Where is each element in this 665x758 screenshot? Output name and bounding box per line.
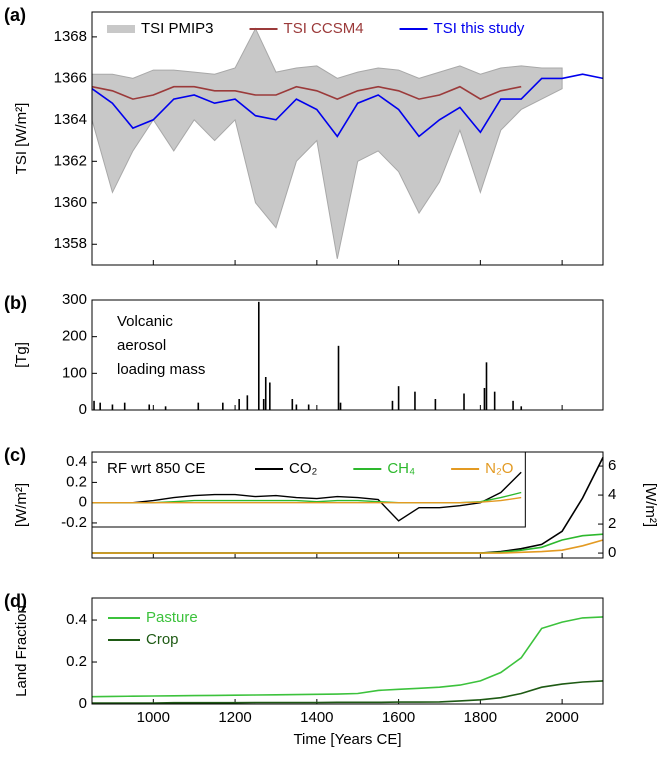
- bar: [483, 388, 486, 410]
- bar: [337, 345, 340, 410]
- panel-label: (a): [4, 5, 26, 25]
- legend-label: CO₂: [289, 460, 318, 477]
- bar: [99, 402, 101, 410]
- y-tick-label: 0.4: [66, 611, 87, 628]
- legend-label: CH₄: [387, 460, 415, 477]
- bar: [520, 406, 523, 410]
- inset-line: [92, 471, 522, 522]
- x-tick-label: 1200: [218, 709, 251, 726]
- annotation: aerosol: [117, 337, 166, 354]
- bar: [269, 382, 271, 410]
- x-tick-label: 1000: [137, 709, 170, 726]
- y-tick-label: 4: [608, 486, 616, 503]
- y-tick-label: 1360: [54, 194, 87, 211]
- y-tick-label: 1364: [54, 111, 87, 128]
- bar: [291, 399, 294, 410]
- plot-frame: [91, 597, 604, 705]
- bar: [164, 406, 167, 410]
- series-line: [91, 73, 604, 138]
- y-tick-label: 300: [62, 291, 87, 308]
- bar: [123, 402, 126, 410]
- bar: [391, 400, 394, 410]
- bar: [463, 393, 465, 410]
- series-line: [92, 533, 604, 554]
- bar: [148, 404, 151, 410]
- x-tick-label: 1400: [300, 709, 333, 726]
- legend-title: RF wrt 850 CE: [107, 460, 205, 477]
- panel-label: (d): [4, 591, 27, 611]
- inset-box: [91, 451, 526, 528]
- bar: [262, 399, 265, 410]
- bar: [512, 400, 514, 410]
- legend-label: TSI this study: [434, 20, 525, 37]
- bar: [246, 395, 249, 410]
- y-axis-label: [W/m²]: [13, 483, 30, 527]
- legend-label: N₂O: [485, 460, 513, 477]
- bar: [257, 301, 260, 410]
- bar: [397, 386, 400, 410]
- bar: [238, 399, 240, 410]
- y-tick-label: 0: [608, 544, 616, 561]
- y-axis-label: Land Fraction: [13, 605, 30, 697]
- panel-label: (c): [4, 445, 26, 465]
- y-axis-label: TSI [W/m²]: [13, 103, 30, 175]
- y-tick-label: -0.2: [61, 514, 87, 531]
- bar: [295, 404, 298, 410]
- bar: [197, 402, 200, 410]
- y-tick-label: 200: [62, 328, 87, 345]
- y-tick-label: 0.4: [66, 453, 87, 470]
- y-tick-label: 6: [608, 457, 616, 474]
- series-line: [91, 616, 604, 698]
- y-tick-label: 1358: [54, 235, 87, 252]
- bar: [222, 402, 224, 410]
- bar: [485, 362, 488, 410]
- legend-label: TSI PMIP3: [141, 20, 214, 37]
- bar: [339, 402, 342, 410]
- series-line: [91, 85, 522, 100]
- y-tick-label: 2: [608, 515, 616, 532]
- x-tick-label: 2000: [545, 709, 578, 726]
- y-axis-label: [Tg]: [13, 342, 30, 368]
- bar: [307, 404, 310, 410]
- inset-line: [92, 496, 522, 504]
- y-tick-label: 1368: [54, 28, 87, 45]
- plot-frame: [91, 451, 604, 559]
- legend-label: Pasture: [146, 609, 198, 626]
- bar: [111, 404, 114, 410]
- panel-label: (b): [4, 293, 27, 313]
- y-tick-label: 1366: [54, 69, 87, 86]
- y-tick-label: 0: [79, 695, 87, 712]
- y-tick-label: 1362: [54, 152, 87, 169]
- x-axis-label: Time [Years CE]: [293, 731, 401, 748]
- x-tick-label: 1600: [382, 709, 415, 726]
- legend-label: TSI CCSM4: [284, 20, 364, 37]
- bar: [93, 400, 95, 410]
- y-tick-label: 0: [79, 401, 87, 418]
- annotation: loading mass: [117, 361, 205, 378]
- plot-frame: [91, 11, 604, 266]
- y-tick-label: 0.2: [66, 473, 87, 490]
- y-tick-label: 100: [62, 364, 87, 381]
- bar: [434, 399, 437, 410]
- y-tick-label: 0.2: [66, 653, 87, 670]
- y2-axis-label: [W/m²]: [642, 483, 659, 527]
- band: [91, 27, 563, 259]
- x-tick-label: 1800: [464, 709, 497, 726]
- legend-label: Crop: [146, 631, 179, 648]
- annotation: Volcanic: [117, 313, 173, 330]
- series-line: [92, 539, 604, 554]
- y-tick-label: 0: [79, 494, 87, 511]
- bar: [264, 377, 267, 410]
- plot-frame: [91, 299, 604, 411]
- bar: [493, 391, 496, 410]
- series-line: [92, 680, 604, 704]
- bar: [414, 391, 416, 410]
